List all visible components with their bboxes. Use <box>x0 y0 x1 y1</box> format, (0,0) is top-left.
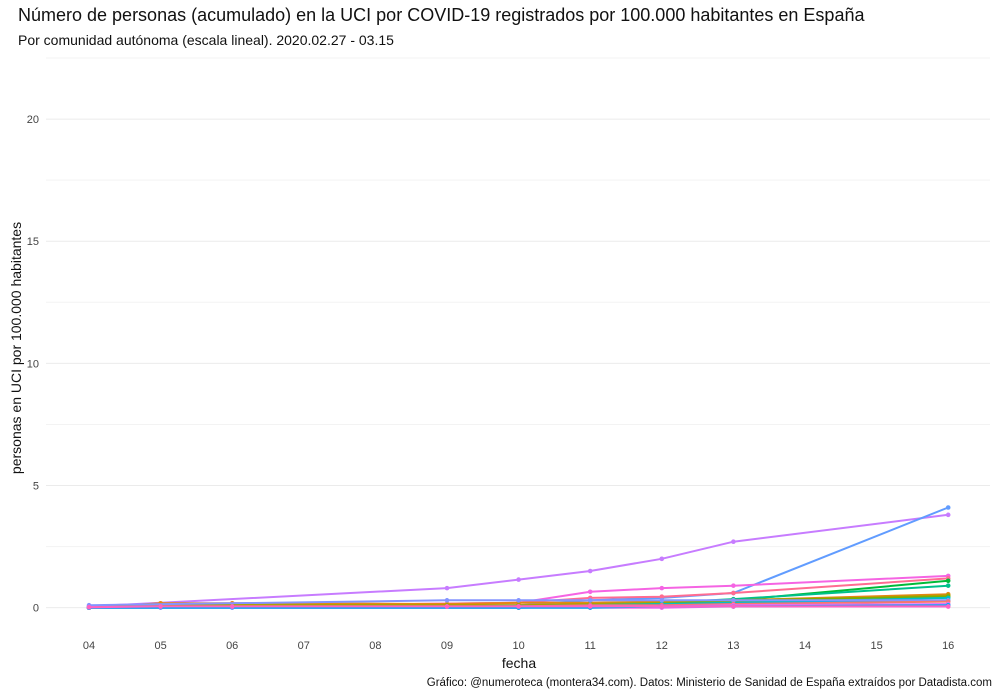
x-tick-label: 15 <box>870 640 882 652</box>
chart-title: Número de personas (acumulado) en la UCI… <box>18 5 865 25</box>
series-lines <box>86 505 951 610</box>
y-tick-label: 20 <box>27 114 39 126</box>
chart-subtitle: Por comunidad autónoma (escala lineal). … <box>18 32 394 48</box>
x-tick-label: 10 <box>512 640 524 652</box>
data-point <box>945 512 951 518</box>
data-point <box>945 604 951 609</box>
x-tick-label: 12 <box>656 640 668 652</box>
x-tick-label: 14 <box>799 640 811 652</box>
data-point <box>731 583 736 588</box>
data-point <box>86 604 92 610</box>
y-tick-label: 5 <box>33 481 39 493</box>
data-point <box>587 568 593 574</box>
data-point <box>444 598 450 603</box>
x-tick-label: 09 <box>441 640 453 652</box>
data-point <box>731 604 736 609</box>
data-point <box>444 604 450 609</box>
data-point <box>945 583 951 588</box>
y-tick-label: 10 <box>27 358 39 370</box>
y-tick-label: 15 <box>27 236 39 248</box>
data-point <box>587 589 593 595</box>
data-point <box>659 594 665 599</box>
data-point <box>516 598 521 603</box>
data-point <box>229 604 235 609</box>
data-point <box>659 585 665 591</box>
data-point <box>659 598 665 603</box>
y-tick-label: 0 <box>33 603 39 615</box>
x-axis-title: fecha <box>502 655 536 671</box>
x-tick-label: 06 <box>226 640 238 652</box>
series-1 <box>86 512 951 609</box>
x-tick-label: 08 <box>369 640 381 652</box>
x-tick-label: 13 <box>727 640 739 652</box>
data-point <box>945 578 951 584</box>
x-tick-label: 11 <box>584 640 595 652</box>
data-point <box>516 604 521 609</box>
data-point <box>659 556 665 562</box>
data-point <box>659 604 665 609</box>
x-tick-label: 16 <box>942 640 954 652</box>
data-point <box>731 590 736 596</box>
data-point <box>444 585 450 591</box>
data-point <box>516 577 521 582</box>
data-point <box>731 598 736 603</box>
x-tick-label: 04 <box>83 640 95 652</box>
data-point <box>945 505 951 510</box>
data-point <box>587 604 593 609</box>
data-point <box>587 598 593 603</box>
grid-lines <box>46 57 990 609</box>
series-17 <box>86 604 951 610</box>
chart-caption: Gráfico: @numeroteca (montera34.com). Da… <box>426 677 992 689</box>
x-tick-label: 07 <box>298 640 310 652</box>
y-axis-title: personas en UCI por 100.000 habitantes <box>8 222 24 474</box>
data-point <box>158 604 163 609</box>
x-tick-label: 05 <box>154 640 166 652</box>
data-point <box>731 539 736 545</box>
